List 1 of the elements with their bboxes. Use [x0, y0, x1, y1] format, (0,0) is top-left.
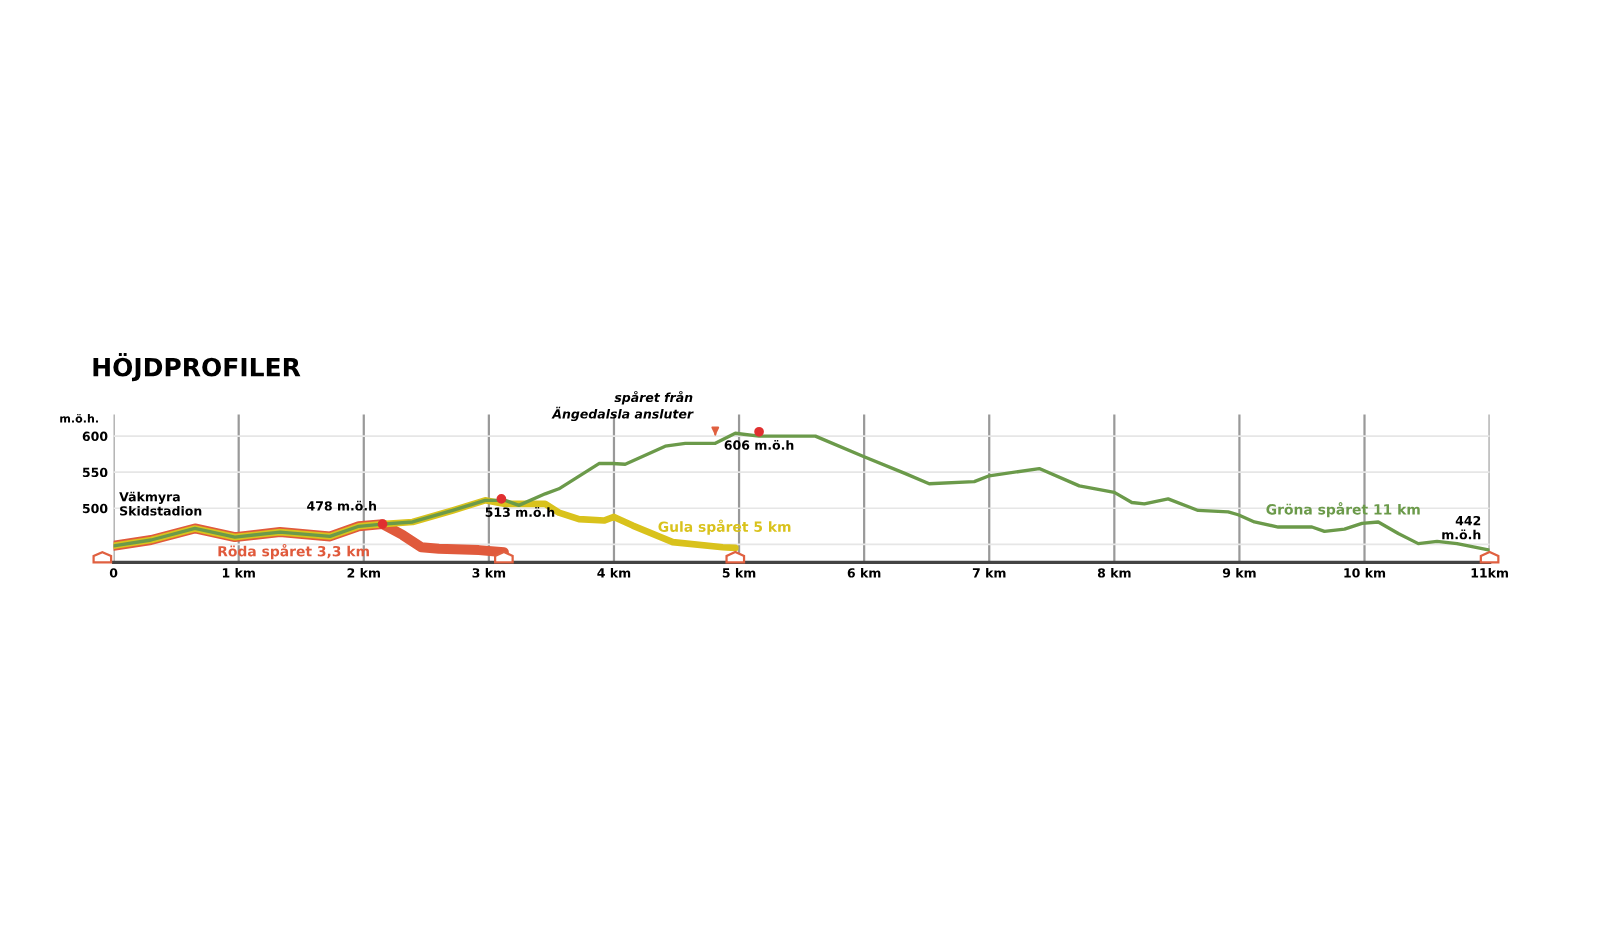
chart-title: HÖJDPROFILER [93, 353, 301, 382]
